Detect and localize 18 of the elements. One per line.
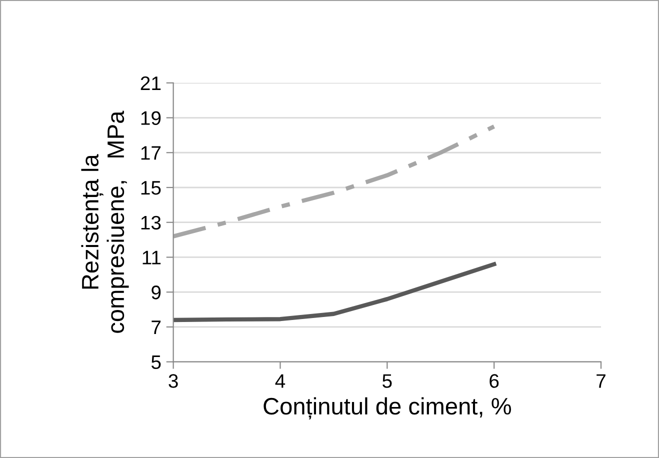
- y-tick-label: 19: [141, 111, 161, 125]
- x-tick-label: 7: [596, 374, 606, 388]
- x-axis-title: Conținutul de ciment, %: [264, 397, 512, 420]
- line-series: [173, 262, 496, 322]
- y-tick-label: 21: [140, 76, 161, 90]
- y-tick-label: 15: [141, 181, 161, 195]
- y-axis-title: Rezistența la compresiuene, MPa: [81, 110, 129, 333]
- y-tick-label: 7: [152, 320, 161, 334]
- x-tick-label: 5: [382, 374, 392, 388]
- y-tick-label: 17: [141, 146, 161, 160]
- x-tick-label: 4: [275, 374, 286, 388]
- y-tick-label: 9: [152, 286, 161, 300]
- line-series: [173, 124, 496, 238]
- y-tick-label: 5: [151, 355, 161, 370]
- y-tick-label: 13: [141, 216, 161, 230]
- x-tick-label: 6: [490, 374, 499, 388]
- x-tick-label: 3: [168, 374, 178, 388]
- y-tick-label: 11: [142, 250, 161, 264]
